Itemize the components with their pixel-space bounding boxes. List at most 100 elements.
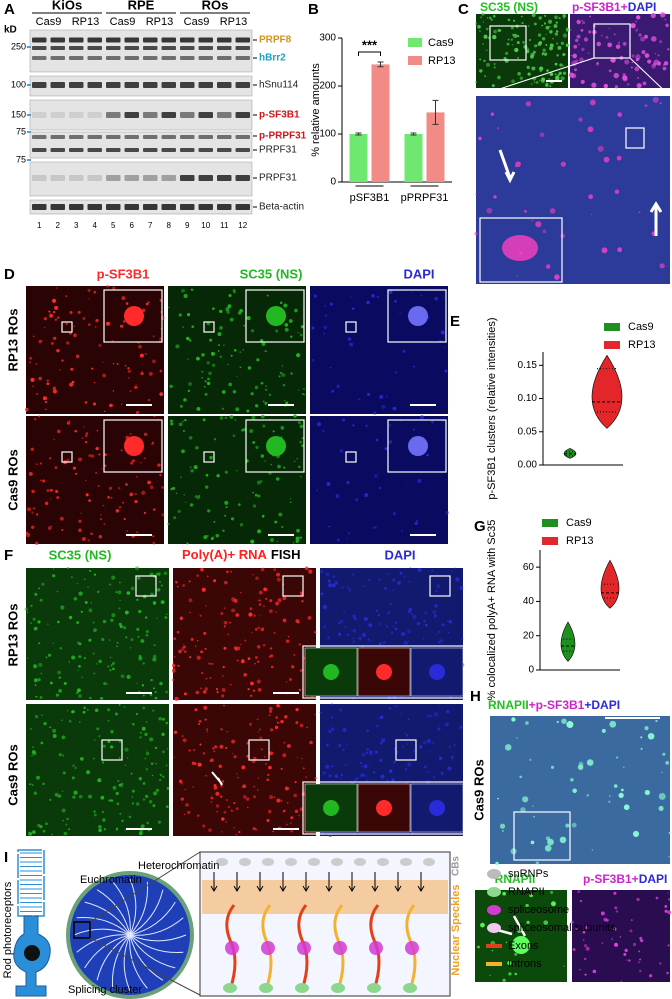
signal <box>667 892 669 894</box>
signal <box>264 755 266 758</box>
signal <box>29 356 33 360</box>
signal <box>543 920 549 925</box>
signal <box>281 373 286 377</box>
signal <box>479 58 482 61</box>
signal <box>640 939 644 943</box>
signal <box>299 591 303 595</box>
label: Poly(A)+ RNA FISH <box>182 547 301 562</box>
signal <box>123 517 126 521</box>
signal <box>173 667 176 670</box>
label: I <box>4 849 8 866</box>
label: RNAPII+p-SF3B1+DAPI <box>488 698 620 712</box>
signal <box>617 112 623 117</box>
signal <box>325 743 329 747</box>
signal <box>262 643 266 647</box>
signal <box>426 453 429 457</box>
signal <box>485 27 489 31</box>
signal <box>202 418 206 422</box>
signal <box>207 575 209 578</box>
signal <box>366 747 370 752</box>
signal <box>150 762 154 765</box>
signal <box>407 762 412 767</box>
signal <box>284 715 288 719</box>
roi-box <box>302 645 466 699</box>
signal <box>37 620 41 624</box>
signal <box>87 586 89 588</box>
signal <box>210 758 215 762</box>
signal <box>544 14 547 18</box>
signal <box>372 770 376 774</box>
signal <box>118 704 121 706</box>
signal <box>196 356 200 361</box>
signal <box>521 15 523 18</box>
signal <box>638 950 641 953</box>
signal <box>232 289 236 293</box>
signal <box>68 828 71 831</box>
signal <box>282 384 286 387</box>
label: 12 <box>238 221 247 230</box>
signal <box>166 613 168 615</box>
signal <box>240 592 242 594</box>
micrograph <box>476 96 670 284</box>
signal <box>128 377 130 379</box>
signal <box>549 46 553 51</box>
signal <box>596 62 599 65</box>
signal <box>50 498 52 500</box>
signal <box>304 566 309 571</box>
blot-band <box>32 82 47 88</box>
signal <box>59 516 64 521</box>
signal <box>256 358 260 362</box>
signal <box>277 704 281 708</box>
signal <box>502 891 507 896</box>
signal <box>84 401 88 404</box>
label: PRPF31 <box>259 145 297 156</box>
signal <box>273 631 276 635</box>
signal <box>550 765 555 769</box>
scale-bar <box>273 692 299 694</box>
signal <box>635 29 638 32</box>
chromatin <box>129 917 184 936</box>
signal <box>366 300 370 305</box>
signal <box>379 486 382 490</box>
signal <box>368 579 371 582</box>
signal <box>490 112 495 116</box>
signal <box>140 639 145 643</box>
signal <box>392 406 397 411</box>
label: p-SF3B1+DAPI <box>583 872 667 886</box>
signal <box>539 132 545 138</box>
signal <box>619 936 622 938</box>
signal <box>66 341 70 345</box>
signal <box>257 529 261 534</box>
signal <box>237 776 239 779</box>
signal <box>244 639 247 642</box>
signal <box>264 763 267 765</box>
signal <box>178 313 182 317</box>
signal <box>200 650 204 654</box>
signal <box>152 709 155 712</box>
blot-band <box>235 37 250 43</box>
signal <box>264 460 266 462</box>
label-part: RNAPII <box>488 698 529 712</box>
signal <box>115 791 119 796</box>
signal <box>96 429 99 432</box>
signal <box>227 363 229 366</box>
signal <box>107 665 110 668</box>
signal <box>188 749 191 752</box>
signal <box>103 523 106 526</box>
label: 100 <box>11 79 26 89</box>
arrow-down <box>256 872 264 892</box>
signal <box>66 421 71 425</box>
signal <box>613 891 617 895</box>
signal <box>39 462 42 465</box>
signal <box>252 689 255 692</box>
signal <box>33 791 38 795</box>
chromatin <box>112 881 131 936</box>
signal <box>242 784 247 789</box>
signal <box>322 771 327 775</box>
signal <box>122 501 124 504</box>
signal <box>176 630 180 634</box>
signal <box>554 32 559 36</box>
signal <box>71 380 75 384</box>
signal <box>454 567 456 569</box>
